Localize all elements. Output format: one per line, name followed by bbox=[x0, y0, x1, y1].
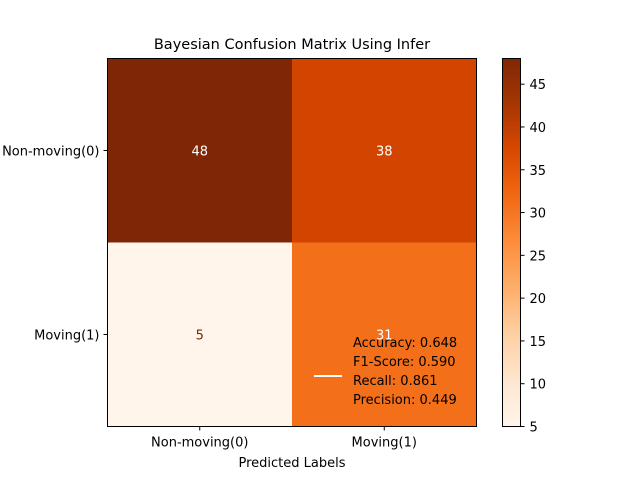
chart-title: Bayesian Confusion Matrix Using Infer bbox=[154, 37, 430, 53]
legend-entry: Precision: 0.449 bbox=[353, 393, 457, 408]
y-axis-ticks: Non-moving(0) Moving(1) bbox=[2, 145, 108, 344]
y-tick-label: Moving(1) bbox=[34, 329, 99, 344]
legend-entry: Recall: 0.861 bbox=[353, 374, 438, 389]
y-tick-label: Non-moving(0) bbox=[2, 145, 99, 160]
cell-value-label: 31 bbox=[376, 329, 393, 344]
x-axis-ticks: Non-moving(0) Moving(1) bbox=[151, 426, 417, 451]
x-tick-label: Non-moving(0) bbox=[151, 436, 248, 451]
heatmap-cell-labels: 48 38 5 31 bbox=[191, 145, 392, 344]
colorbar-gradient bbox=[502, 58, 520, 426]
colorbar-tick-label: 40 bbox=[530, 121, 547, 136]
x-tick-label: Moving(1) bbox=[352, 436, 417, 451]
colorbar-ticks: 5 10 15 20 25 30 35 40 45 bbox=[520, 78, 547, 436]
colorbar-tick-label: 25 bbox=[530, 249, 547, 264]
colorbar-tick-label: 5 bbox=[530, 421, 538, 436]
colorbar-tick-label: 15 bbox=[530, 335, 547, 350]
colorbar-tick-label: 10 bbox=[530, 378, 547, 393]
x-axis-label: Predicted Labels bbox=[238, 456, 345, 471]
colorbar-tick-label: 45 bbox=[530, 78, 547, 93]
colorbar: 5 10 15 20 25 30 35 40 45 bbox=[502, 58, 546, 436]
heatmap-cells bbox=[107, 58, 477, 427]
cell-value-label: 5 bbox=[196, 329, 204, 344]
heatmap-cell bbox=[292, 242, 477, 427]
colorbar-tick-label: 35 bbox=[530, 164, 547, 179]
cell-value-label: 38 bbox=[376, 145, 393, 160]
legend-entry: Accuracy: 0.648 bbox=[353, 336, 457, 351]
colorbar-tick-label: 20 bbox=[530, 292, 547, 307]
heatmap-cell bbox=[107, 242, 293, 427]
cell-value-label: 48 bbox=[191, 145, 208, 160]
legend-text: Accuracy: 0.648 F1-Score: 0.590 Recall: 0.… bbox=[353, 336, 457, 408]
plot-frame bbox=[107, 58, 477, 427]
legend-entry: F1-Score: 0.590 bbox=[353, 355, 456, 370]
heatmap-cell bbox=[107, 58, 293, 243]
colorbar-tick-label: 30 bbox=[530, 207, 547, 222]
heatmap-cell bbox=[292, 58, 477, 243]
legend: Accuracy: 0.648 F1-Score: 0.590 Recall: 0.… bbox=[314, 336, 457, 408]
colorbar-frame bbox=[502, 58, 521, 427]
